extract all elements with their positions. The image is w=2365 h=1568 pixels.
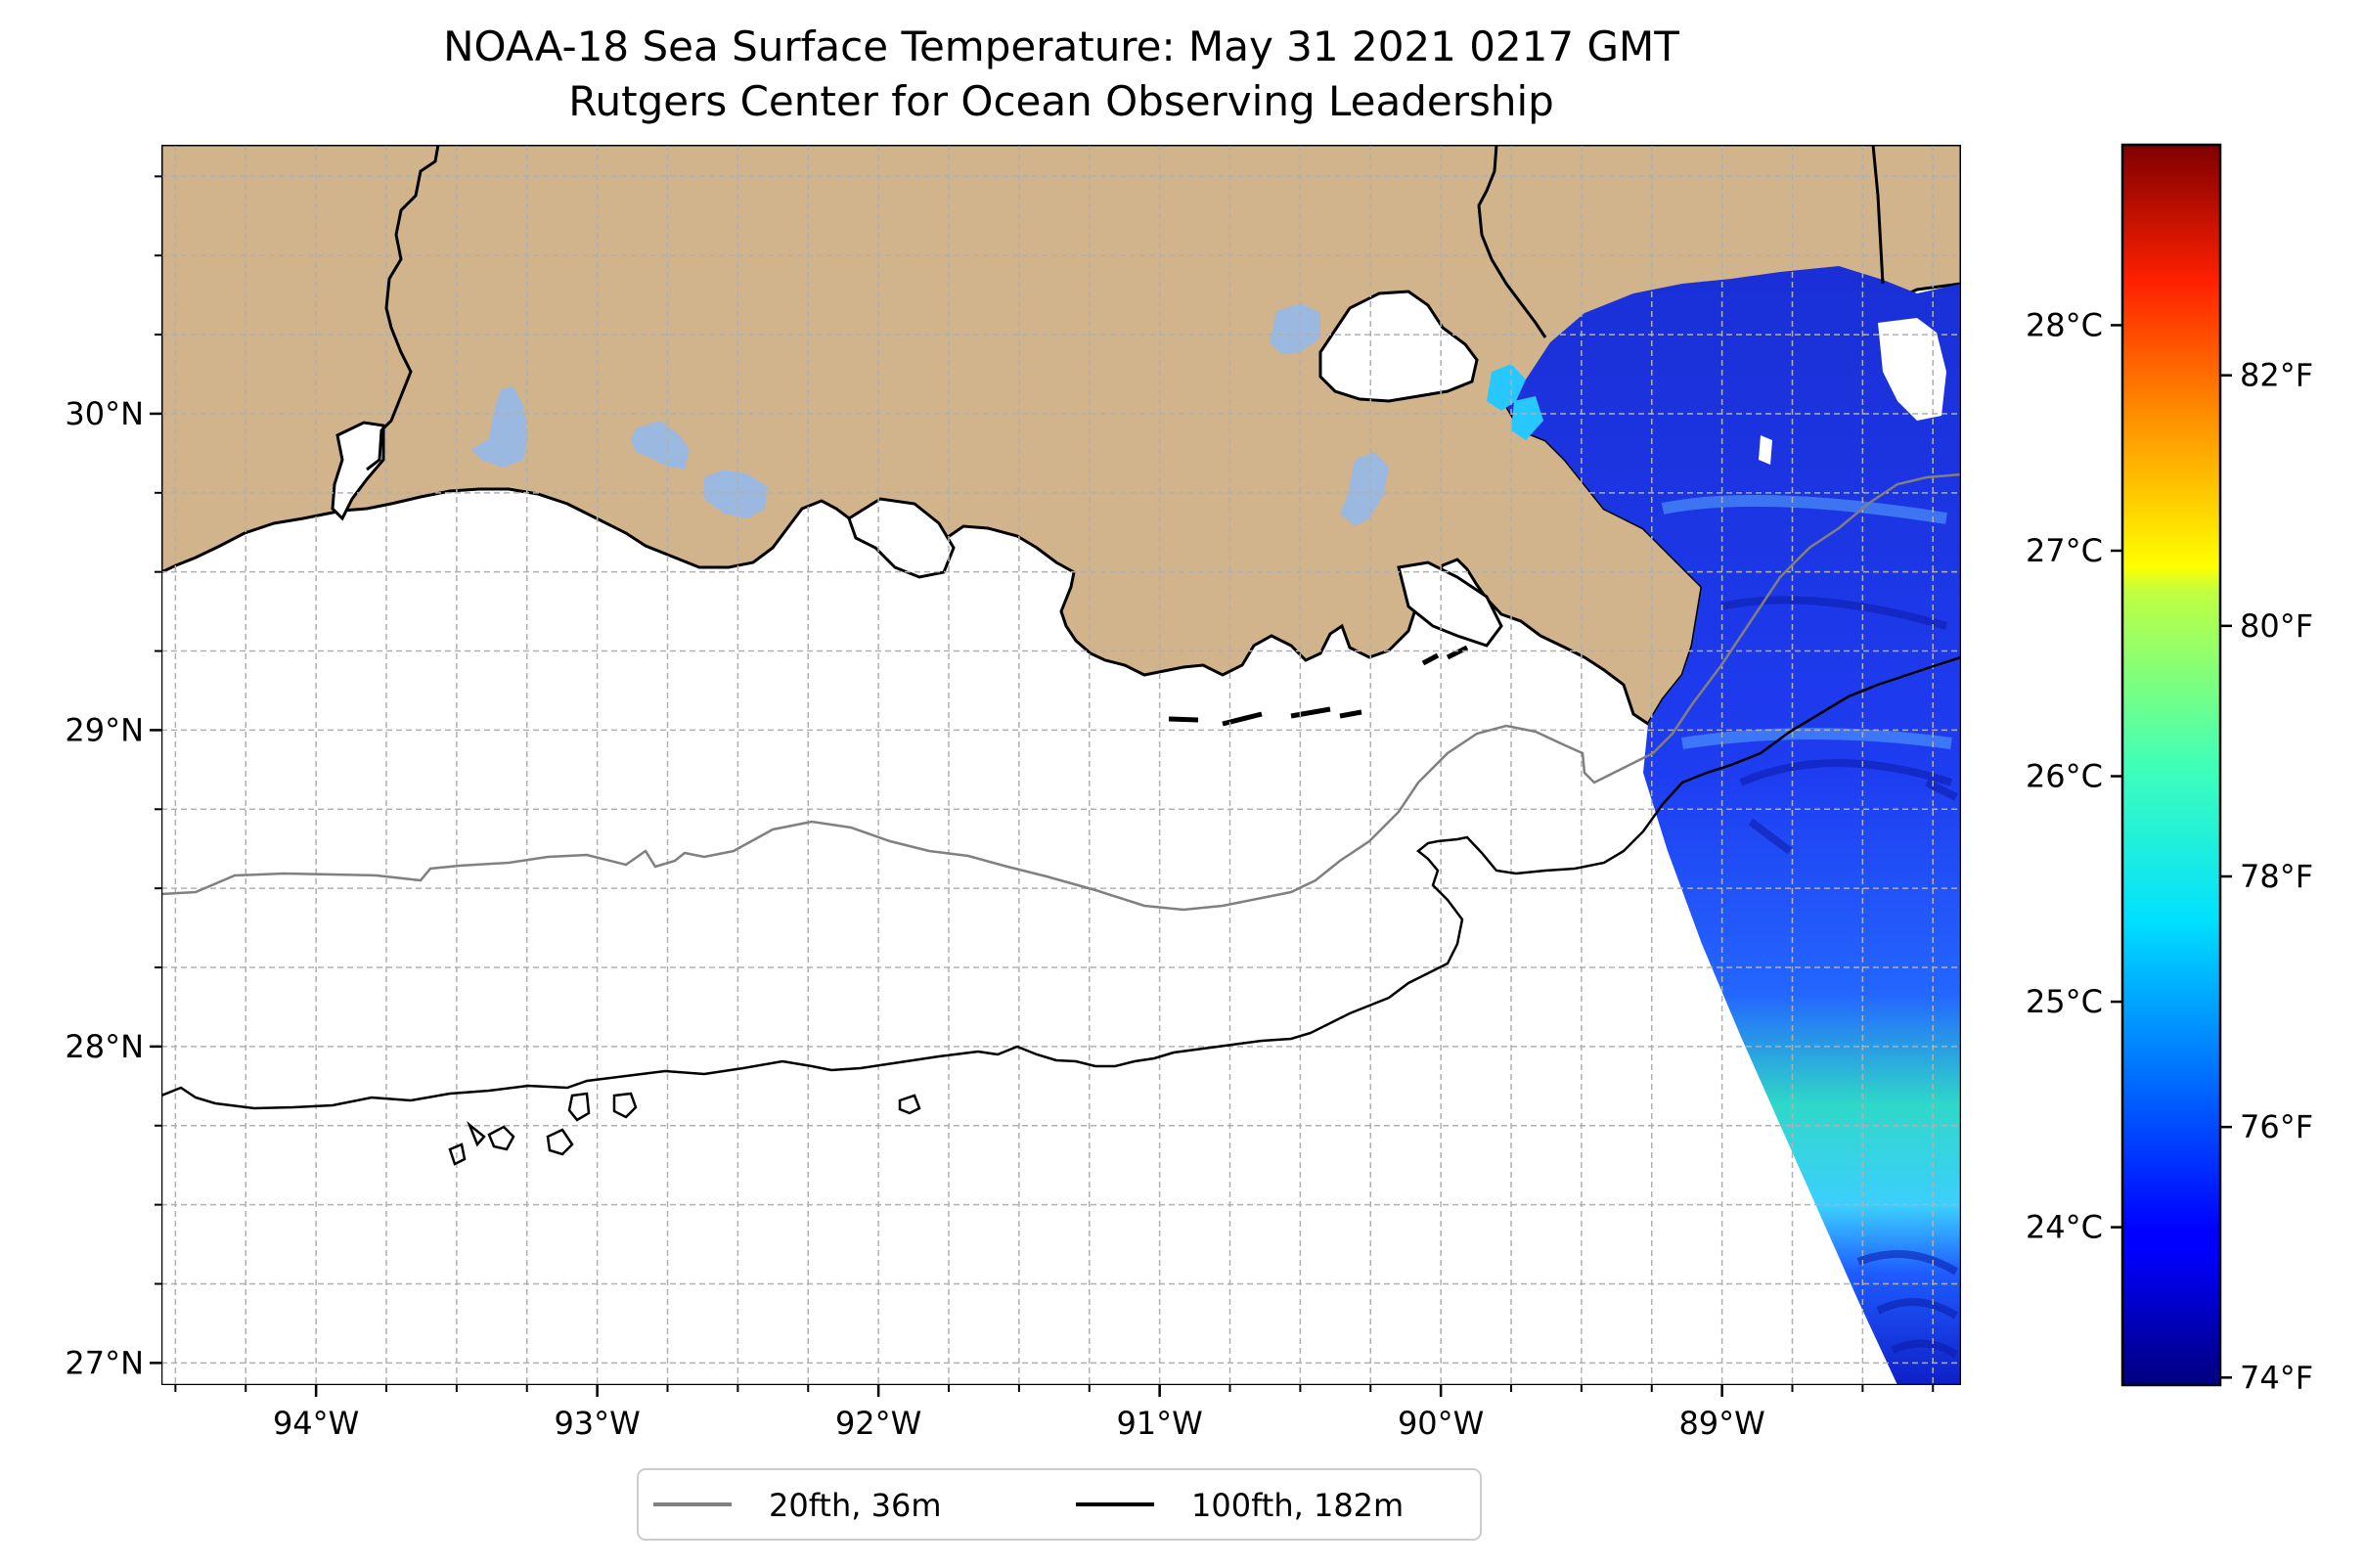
fahrenheit-tick-label: 78°F [2240,858,2313,895]
lake-verret [1340,452,1389,526]
lat-tick-label: 27°N [65,1344,144,1381]
fahrenheit-tick-label: 82°F [2240,357,2313,394]
fahrenheit-tick-label: 74°F [2240,1359,2313,1396]
barataria-bay [1397,560,1503,648]
swath-texture [1720,596,1959,1359]
river-pearl [1477,145,1547,338]
gridlines [161,145,1961,1385]
fahrenheit-tick-label: 80°F [2240,607,2313,645]
legend: 20fth, 36m 100fth, 182m [637,1468,1482,1541]
sst-warm-patch-north-2 [1511,396,1543,440]
lake-pontchartrain [1318,290,1479,403]
celsius-tick-label: 24°C [2026,1209,2103,1246]
lake-grand [631,421,690,470]
title-line-2: Rutgers Center for Ocean Observing Leade… [568,77,1554,125]
colorbar: 24°C 25°C 26°C 27°C 28°C 74°F 76°F 78°F 80°F 82°F [2026,143,2313,1396]
sabine-lake [331,421,385,521]
map-panel [161,145,1961,1385]
legend-box [637,1468,1482,1541]
legend-label-100fth: 100fth, 182m [1191,1487,1404,1524]
state-border-east [1871,145,1885,285]
celsius-tick-label: 26°C [2026,758,2103,795]
fahrenheit-tick-label: 76°F [2240,1108,2313,1145]
map-axes: 94°W 93°W 92°W 91°W 90°W 89°W 27°N 28°N 29°N 30°N [65,175,1935,1442]
lake-white [704,470,768,518]
lon-tick-label: 90°W [1398,1405,1484,1442]
lake-maurepas [1270,303,1320,354]
lake-calcasieu [471,386,528,468]
celsius-tick-label: 27°C [2026,532,2103,569]
lon-tick-label: 93°W [554,1405,640,1442]
lon-tick-label: 91°W [1116,1405,1202,1442]
isobath-20fth [161,472,1961,912]
swath-light-bands [1661,495,1952,749]
celsius-tick-label: 25°C [2026,983,2103,1020]
lon-tick-label: 89°W [1678,1405,1764,1442]
seamount-contours [448,1092,921,1166]
sst-warm-patch-north [1487,364,1526,411]
legend-label-20fth: 20fth, 36m [769,1487,941,1524]
lon-tick-label: 94°W [273,1405,359,1442]
isobath-100fth [161,655,1961,1110]
lon-tick-label: 92°W [835,1405,921,1442]
swath-cloud-gaps [1759,318,1946,465]
coastal-islands [1168,645,1469,727]
title-line-1: NOAA-18 Sea Surface Temperature: May 31 … [443,22,1679,70]
lat-tick-label: 30°N [65,395,144,432]
colorbar-ticks: 24°C 25°C 26°C 27°C 28°C 74°F 76°F 78°F 80°F 82°F [2026,306,2313,1396]
celsius-tick-label: 28°C [2026,306,2103,343]
lat-tick-label: 28°N [65,1028,144,1065]
state-border [366,145,440,471]
sst-swath [1506,266,1961,1385]
lat-tick-label: 29°N [65,711,144,748]
colorbar-gradient [2120,143,2222,1387]
